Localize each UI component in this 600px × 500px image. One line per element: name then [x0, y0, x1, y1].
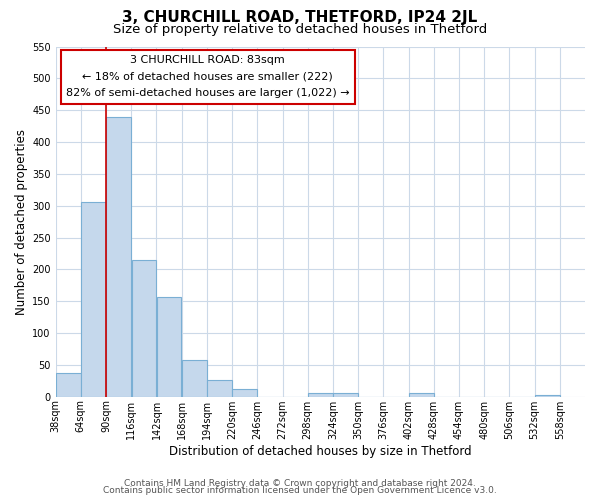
- X-axis label: Distribution of detached houses by size in Thetford: Distribution of detached houses by size …: [169, 444, 472, 458]
- Bar: [106, 116, 131, 396]
- Bar: [207, 380, 232, 396]
- Text: Size of property relative to detached houses in Thetford: Size of property relative to detached ho…: [113, 22, 487, 36]
- FancyBboxPatch shape: [61, 50, 355, 104]
- Bar: [81, 202, 106, 396]
- Text: 82% of semi-detached houses are larger (1,022) →: 82% of semi-detached houses are larger (…: [66, 88, 350, 98]
- Bar: [232, 389, 257, 396]
- Bar: [409, 394, 434, 396]
- Bar: [56, 373, 80, 396]
- Bar: [131, 260, 156, 396]
- Bar: [535, 395, 560, 396]
- Text: Contains HM Land Registry data © Crown copyright and database right 2024.: Contains HM Land Registry data © Crown c…: [124, 478, 476, 488]
- Text: 3, CHURCHILL ROAD, THETFORD, IP24 2JL: 3, CHURCHILL ROAD, THETFORD, IP24 2JL: [122, 10, 478, 25]
- Bar: [157, 296, 181, 396]
- Y-axis label: Number of detached properties: Number of detached properties: [15, 128, 28, 314]
- Text: Contains public sector information licensed under the Open Government Licence v3: Contains public sector information licen…: [103, 486, 497, 495]
- Text: ← 18% of detached houses are smaller (222): ← 18% of detached houses are smaller (22…: [82, 72, 333, 82]
- Bar: [333, 394, 358, 396]
- Bar: [182, 360, 206, 396]
- Text: 3 CHURCHILL ROAD: 83sqm: 3 CHURCHILL ROAD: 83sqm: [130, 56, 285, 66]
- Bar: [308, 394, 332, 396]
